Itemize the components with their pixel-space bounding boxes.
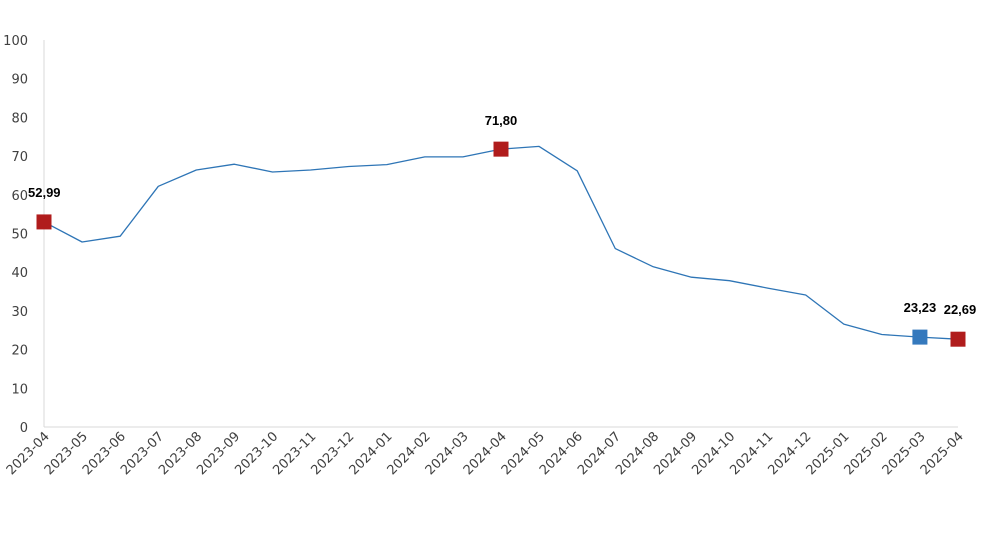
y-tick-label: 10 [11,382,28,397]
y-axis: 0 10 20 30 40 50 60 70 80 90 100 [3,34,45,436]
point-marker [36,214,52,230]
y-tick-label: 40 [11,266,28,281]
y-tick-label: 20 [11,344,28,359]
series-line [43,145,959,340]
data-label: 23,23 [904,300,937,315]
y-tick-label: 30 [11,305,28,320]
y-tick-label: 90 [11,73,28,88]
y-tick-label: 80 [11,111,28,126]
marker-layer [36,141,966,347]
point-marker [912,329,928,345]
data-label-layer: 52,99 71,80 23,23 22,69 [28,113,976,317]
data-label: 22,69 [944,302,977,317]
y-tick-label: 70 [11,150,28,165]
x-axis: 2023-042023-052023-062023-072023-082023-… [4,426,967,478]
series-layer [43,145,959,340]
y-tick-label: 50 [11,228,28,243]
point-marker [493,141,509,157]
y-tick-label: 100 [3,34,28,49]
y-tick-label: 60 [11,189,28,204]
data-label: 71,80 [485,113,518,128]
data-label: 52,99 [28,185,61,200]
point-marker [950,331,966,347]
y-tick-label: 0 [20,421,28,436]
